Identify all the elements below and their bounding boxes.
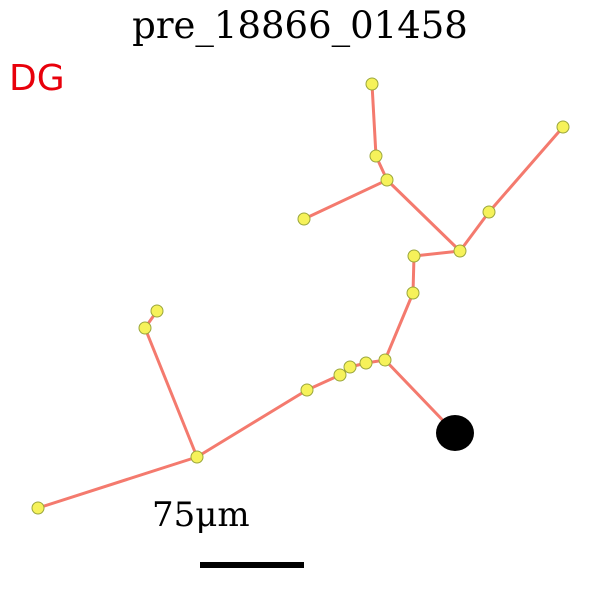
branch-segment <box>143 326 199 459</box>
branch-node <box>31 501 45 515</box>
scale-bar-label: 75μm <box>152 495 250 535</box>
branch-node <box>378 353 392 367</box>
branch-nodes <box>31 77 570 515</box>
region-label: DG <box>9 58 65 99</box>
neuron-id-title: pre_18866_01458 <box>132 4 468 47</box>
branch-node <box>380 173 394 187</box>
branch-segment <box>458 210 491 253</box>
branch-node <box>406 286 420 300</box>
branch-node <box>138 321 152 335</box>
branch-node <box>300 383 314 397</box>
branch-node <box>407 249 421 263</box>
branch-segment <box>385 178 462 253</box>
branch-node <box>359 356 373 370</box>
branch-segment <box>195 388 309 459</box>
branch-node <box>190 450 204 464</box>
branch-node <box>556 120 570 134</box>
branch-node <box>369 149 383 163</box>
branch-segment <box>36 455 199 510</box>
branch-node <box>453 244 467 258</box>
branch-node <box>333 368 347 382</box>
branch-node <box>343 360 357 374</box>
branch-node <box>297 212 311 226</box>
branch-segment <box>412 249 462 258</box>
branch-node <box>365 77 379 91</box>
branch-segment <box>302 178 389 221</box>
branch-segment <box>383 291 415 362</box>
branch-node <box>482 205 496 219</box>
branch-node <box>150 304 164 318</box>
branch-segment <box>487 125 565 214</box>
branch-segment <box>370 82 378 158</box>
soma <box>436 415 474 451</box>
dendrite-branches <box>36 82 565 510</box>
